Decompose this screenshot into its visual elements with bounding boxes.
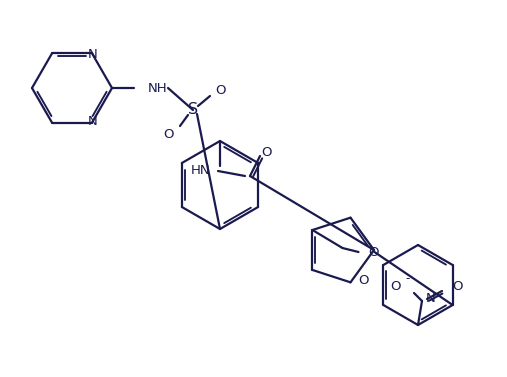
Text: O: O	[261, 146, 271, 158]
Text: O: O	[369, 245, 379, 259]
Text: -: -	[406, 273, 410, 285]
Text: S: S	[188, 103, 198, 118]
Text: O: O	[163, 127, 173, 141]
Text: N: N	[88, 115, 98, 128]
Text: O: O	[358, 274, 369, 287]
Text: N: N	[426, 293, 436, 305]
Text: NH: NH	[148, 81, 168, 95]
Text: N: N	[88, 48, 98, 61]
Text: HN: HN	[190, 164, 210, 178]
Text: O: O	[216, 83, 226, 97]
Text: O: O	[452, 280, 462, 294]
Text: O: O	[390, 280, 401, 294]
